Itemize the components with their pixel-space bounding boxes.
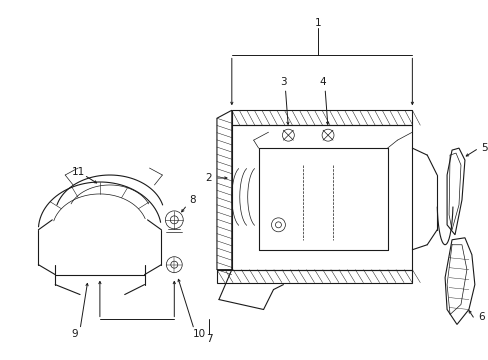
Text: 4: 4 — [319, 77, 325, 87]
Text: 9: 9 — [72, 329, 78, 339]
Text: 11: 11 — [71, 167, 84, 177]
Text: 7: 7 — [205, 334, 212, 345]
Text: 2: 2 — [205, 173, 212, 183]
Text: 10: 10 — [192, 329, 205, 339]
Text: 3: 3 — [280, 77, 286, 87]
Text: 5: 5 — [481, 143, 487, 153]
Text: 1: 1 — [314, 18, 321, 28]
Text: 6: 6 — [478, 312, 484, 323]
Text: 8: 8 — [188, 195, 195, 205]
